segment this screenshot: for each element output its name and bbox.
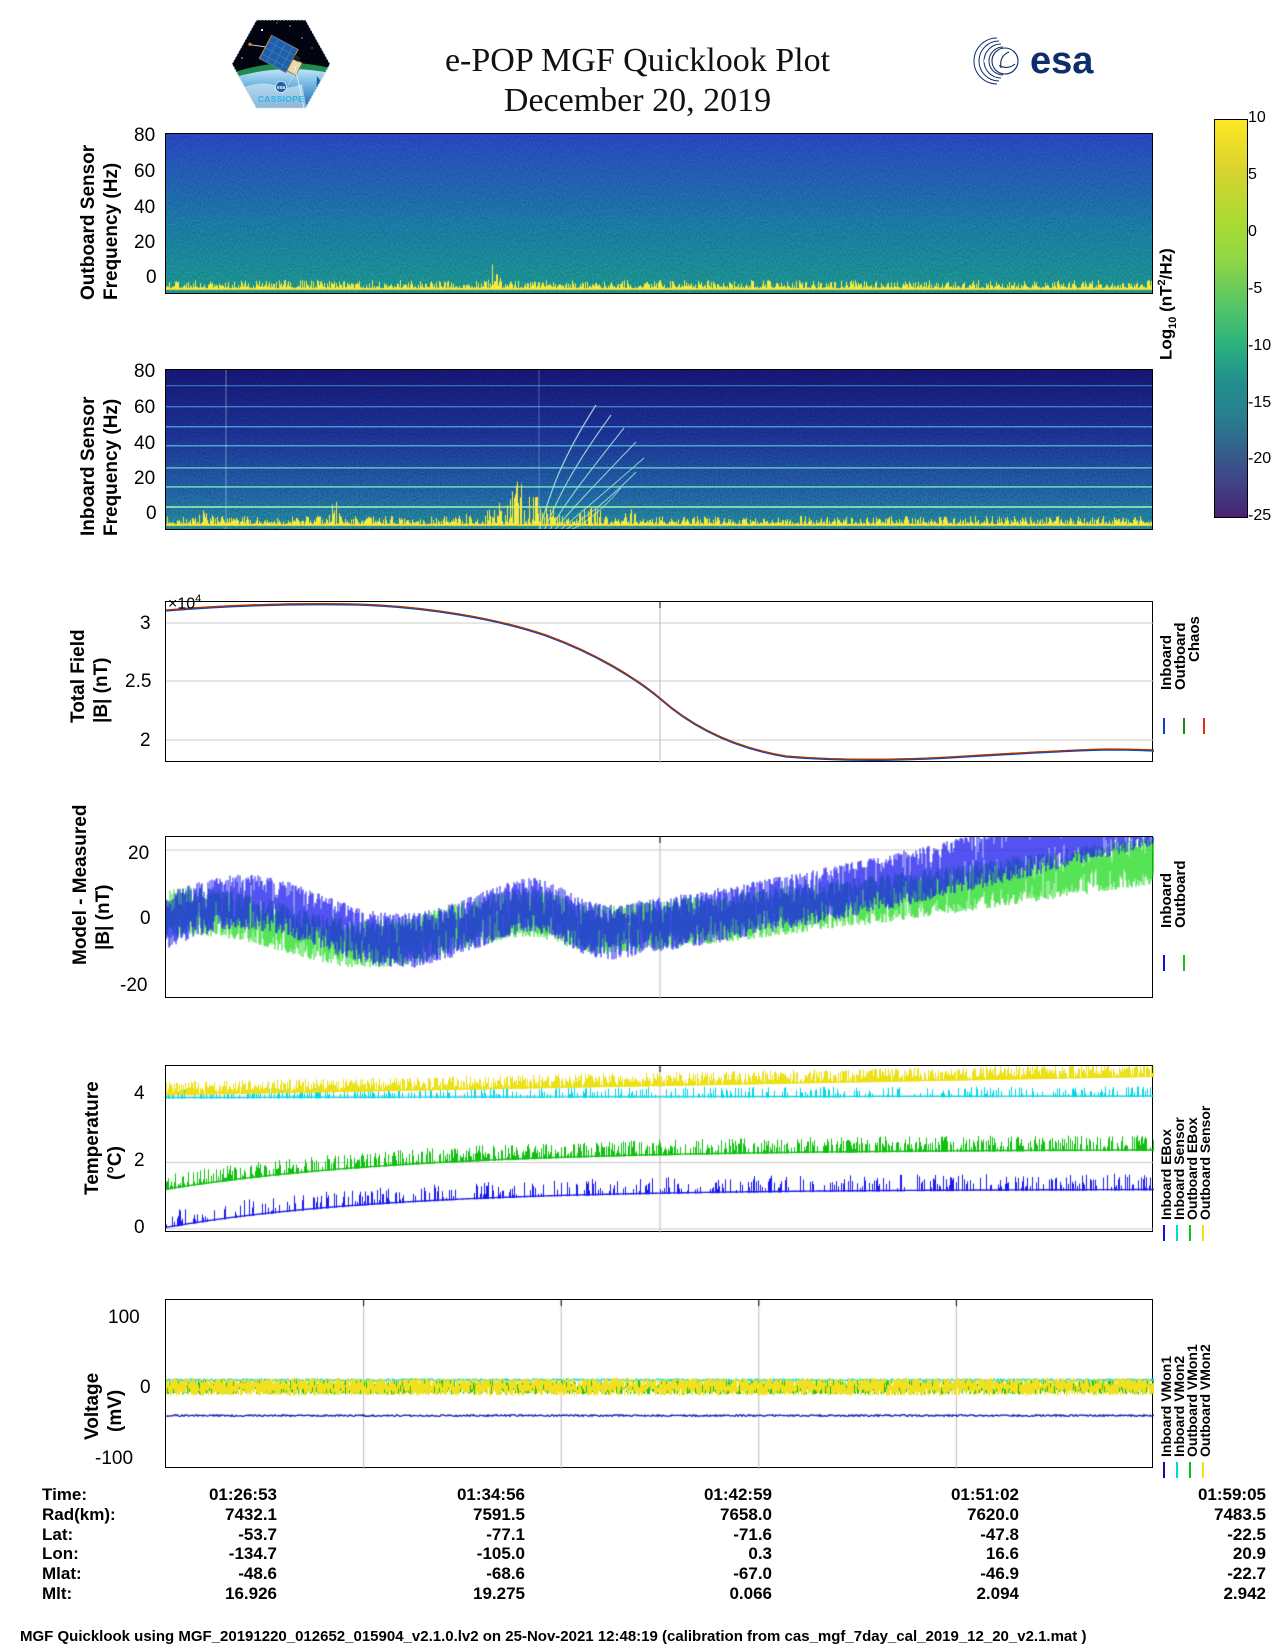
- svg-text:esa: esa: [1030, 40, 1094, 82]
